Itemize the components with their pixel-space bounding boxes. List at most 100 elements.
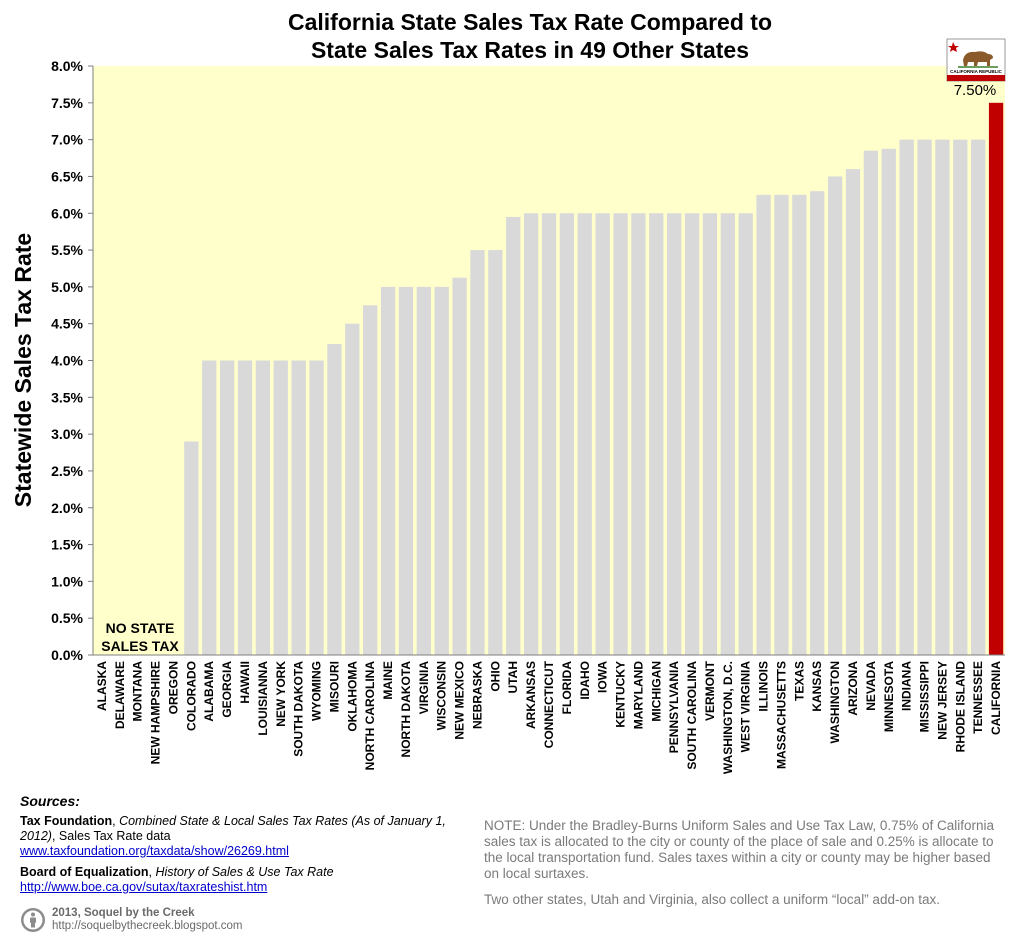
y-tick-label: 7.0%	[51, 132, 83, 148]
y-tick-label: 2.5%	[51, 463, 83, 479]
y-tick-label: 5.5%	[51, 242, 83, 258]
x-tick-label: MISSISSIPPI	[918, 661, 932, 732]
bar	[452, 277, 467, 655]
bar	[631, 213, 646, 655]
x-tick-label: NEW MEXICO	[453, 661, 467, 740]
x-tick-label: MINNESOTA	[882, 661, 896, 732]
flag-caption: CALIFORNIA REPUBLIC	[950, 69, 1003, 74]
x-tick-label: CALIFORNIA	[989, 661, 1003, 735]
x-tick-label: NEW HAMPSHIRE	[149, 661, 163, 764]
x-tick-label: NEW YORK	[274, 661, 288, 727]
bar	[953, 139, 968, 656]
x-tick-label: LOUISIANNA	[256, 661, 270, 736]
x-tick-label: MICHIGAN	[649, 661, 663, 722]
bar	[470, 250, 485, 655]
x-tick-label: SOUTH DAKOTA	[292, 661, 306, 757]
x-tick-label: TEXAS	[792, 661, 806, 701]
chart-title-line-2: State Sales Tax Rates in 49 Other States	[311, 37, 749, 63]
x-axis-labels: ALASKA DELAWARE MONTANA NEW HAMPSHIRE OREGON…	[95, 660, 1003, 774]
x-tick-label: NEW JERSEY	[935, 661, 949, 740]
x-tick-label: VIRGINIA	[417, 661, 431, 715]
sources-heading: Sources:	[20, 793, 80, 809]
bar	[810, 191, 825, 655]
bar	[792, 194, 807, 655]
x-tick-label: ALABAMA	[202, 661, 216, 722]
y-tick-label: 6.5%	[51, 168, 83, 184]
x-tick-label: ILLINOIS	[757, 661, 771, 712]
x-tick-label: KENTUCKY	[614, 661, 628, 728]
y-axis-label: Statewide Sales Tax Rate	[10, 233, 36, 507]
x-tick-label: INDIANA	[900, 661, 914, 711]
x-tick-label: MAINE	[381, 661, 395, 700]
x-tick-label: DELAWARE	[113, 661, 127, 729]
bar	[863, 150, 879, 656]
y-tick-label: 5.0%	[51, 279, 83, 295]
bar	[345, 323, 360, 655]
bar	[523, 213, 539, 655]
x-tick-label: NORTH DAKOTA	[399, 661, 413, 758]
credit-icon	[21, 908, 45, 932]
bar	[935, 139, 950, 656]
x-tick-label: NORTH CAROLINA	[363, 661, 377, 771]
x-tick-label: PENNSYLVANIA	[667, 661, 681, 754]
no-state-tax-label-line-2: SALES TAX	[101, 638, 179, 654]
bar	[202, 360, 217, 655]
x-tick-label: WASHINGTON, D.C.	[721, 661, 735, 774]
x-tick-label: COLORADO	[184, 661, 198, 731]
x-tick-label: VERMONT	[703, 660, 717, 721]
note-text: NOTE: Under the Bradley-Burns Uniform Sa…	[484, 818, 994, 881]
y-tick-label: 7.5%	[51, 95, 83, 111]
source-tax-foundation-desc: , Sales Tax Rate data	[51, 829, 171, 843]
source-boe-name: Board of Equalization	[20, 865, 149, 879]
y-tick-label: 8.0%	[51, 58, 83, 74]
boe-link[interactable]: http://www.boe.ca.gov/sutax/taxrateshist…	[20, 880, 268, 894]
bar	[881, 148, 896, 655]
x-tick-label: OKLAHOMA	[345, 661, 359, 732]
x-tick-label: WEST VIRGINIA	[739, 661, 753, 753]
x-tick-label: TENNESSEE	[971, 661, 985, 734]
x-tick-label: IOWA	[596, 661, 610, 693]
source-boe: Board of Equalization, History of Sales …	[20, 865, 470, 895]
bar	[488, 250, 503, 655]
y-tick-label: 0.0%	[51, 647, 83, 663]
x-tick-label: CONNECTICUT	[542, 660, 556, 748]
bar	[845, 169, 861, 655]
bar	[255, 360, 271, 655]
source-tax-foundation-separator: ,	[112, 814, 120, 828]
bar	[506, 216, 521, 655]
tax-foundation-link[interactable]: www.taxfoundation.org/taxdata/show/26269…	[20, 844, 289, 858]
y-tick-label: 3.5%	[51, 389, 83, 405]
x-tick-label: WISCONSIN	[435, 661, 449, 730]
bar	[237, 360, 253, 655]
y-tick-label: 1.5%	[51, 537, 83, 553]
bar	[219, 360, 235, 655]
x-tick-label: MARYLAND	[631, 661, 645, 730]
bar	[738, 213, 753, 655]
y-tick-label: 4.5%	[51, 316, 83, 332]
credit-line-1: 2013, Soquel by the Creek	[52, 907, 195, 919]
bar	[649, 213, 664, 655]
y-tick-label: 0.5%	[51, 610, 83, 626]
source-boe-title: History of Sales & Use Tax Rate	[155, 865, 334, 879]
bar	[327, 343, 342, 655]
y-tick-label: 2.0%	[51, 500, 83, 516]
bar	[577, 213, 592, 655]
bar	[684, 213, 700, 655]
bar	[774, 194, 789, 655]
bar	[184, 441, 199, 655]
bar	[917, 139, 932, 656]
y-tick-label: 3.0%	[51, 426, 83, 442]
bar	[398, 286, 414, 656]
x-tick-label: RHODE ISLAND	[953, 661, 967, 753]
x-tick-label: HAWAII	[238, 661, 252, 704]
bar	[309, 360, 324, 655]
bar	[363, 305, 378, 655]
source-tax-foundation: Tax Foundation, Combined State & Local S…	[20, 814, 470, 859]
y-tick-label: 6.0%	[51, 205, 83, 221]
bar	[971, 139, 986, 656]
bar	[434, 286, 449, 656]
bar	[380, 286, 396, 656]
bars	[184, 102, 1004, 656]
x-tick-label: WYOMING	[310, 661, 324, 721]
